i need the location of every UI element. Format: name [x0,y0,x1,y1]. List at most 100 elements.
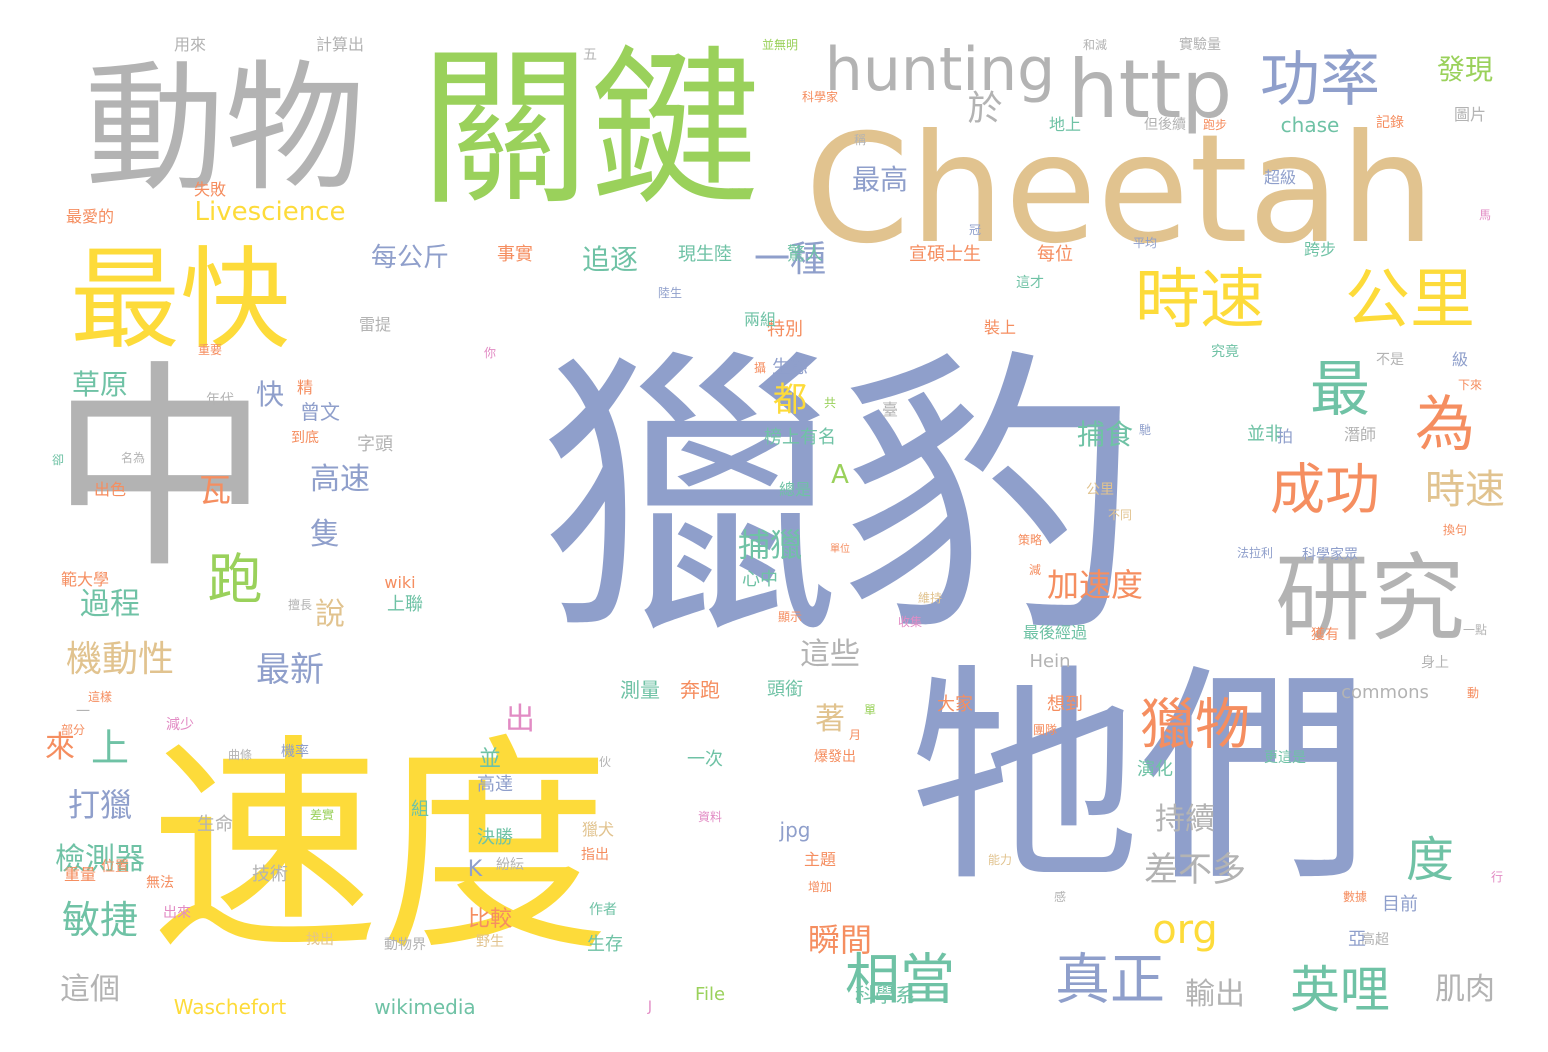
word-79d1-5b78-5bb6-773e: 科學家眾 [1302,547,1358,563]
word-904e-7a0b: 過程 [80,587,140,622]
word-767c-73fe: 發現 [1436,53,1494,86]
word-8de8-6b65: 跨步 [1303,240,1337,259]
word-hunting: hunting [824,35,1056,105]
word-6aa2-6e2c-5668: 檢測器 [55,842,145,877]
word-4e9e: 亞 [1348,929,1366,950]
word-8a08-7b97-51fa: 計算出 [315,35,365,54]
word-4e2d: 中 [49,342,271,598]
word-91cd-91cf: 重量 [63,865,97,884]
word-7a76-7adf: 究竟 [1211,344,1239,360]
word-95dc-9375: 關鍵 [419,31,761,229]
word-699c-4e0a-6709-540d: 榜上有名 [764,427,836,448]
word-9019-624d: 這才 [1016,275,1044,291]
word-99b3: 馳 [1138,423,1152,437]
word-91cd-8981: 重要 [197,343,223,357]
word-5ea6: 度 [1405,832,1455,888]
word-4e26: 並 [478,747,502,772]
word-52d5-7269-754c: 動物界 [384,937,426,953]
word-808c-8089: 肌肉 [1435,972,1495,1007]
word-88dd-4e0a: 裝上 [983,318,1017,337]
word-589e-52a0: 增加 [807,880,833,894]
word-8dd1-6b65: 跑步 [1202,118,1228,132]
word-4e26-7121-660e: 並無明 [761,38,799,52]
word-96f7-63d0: 雷提 [358,315,392,334]
word-52d5: 動 [1466,686,1480,700]
word-5927-5bb6: 大家 [937,694,973,715]
word-5730-4e0a: 地上 [1048,115,1082,134]
word-5ba3-78a9-58eb-751f: 宣碩士生 [909,244,981,265]
word-6280-8853: 技術 [252,864,288,885]
word-81fa: 臺 [881,400,899,419]
word-6307-51fa: 指出 [581,847,609,863]
word-751f-614b: 生態 [772,357,808,378]
word-7d1a: 級 [1451,350,1469,369]
word-9019-6a23: 這樣 [87,690,113,704]
word-771f-6b63: 真正 [1054,947,1166,1012]
word-5169-7d44: 兩組 [743,310,777,329]
word-65bc: 於 [967,89,1003,130]
word-66f2-689d: 曲條 [227,748,253,762]
word-5fc3-4e2d: 心中 [742,569,778,590]
word-884c: 行 [1490,870,1504,884]
word-7a31: 稱 [853,133,867,147]
word-4f86: 來 [45,730,75,765]
word-wikimedia: wikimedia [374,995,476,1019]
word-8f38-51fa: 輸出 [1185,977,1245,1012]
word-4e0d-540c: 不同 [1107,508,1133,522]
word-8aaa: 說 [315,597,345,632]
word-7e3d-662f: 總是 [778,480,812,499]
word-j: J [647,999,653,1015]
word-751f-5b58: 生存 [587,934,623,955]
word-9ad8-9054: 高達 [477,774,513,795]
word-http: http [1067,43,1233,136]
word-537b: 卻 [51,453,65,467]
word-5718-968a: 團隊 [1032,723,1058,737]
word-9678-751f: 陸生 [657,286,683,300]
word-66fe-6587: 曾文 [300,400,340,424]
word-99ac: 馬 [1478,208,1492,222]
word-516c-91cc: 公里 [1086,482,1114,498]
word-76f8-7576: 相當 [844,947,956,1012]
word-6708: 月 [848,728,862,742]
word-6355-98df: 捕食 [1076,418,1134,451]
word-6253-7375: 打獵 [67,786,133,824]
word-982d-929c: 頭銜 [767,679,803,700]
word-4e8b-5be6: 事實 [497,244,533,265]
word-a: A [831,460,849,490]
word-52d5-7269: 動物 [84,48,366,211]
word-548c-6e1b: 和減 [1082,38,1108,52]
word-51fa-8272: 出色 [93,480,127,499]
word-4f46-5f8c-7e8c: 但後續 [1144,117,1186,133]
word-7375-72ac: 獵犬 [581,820,615,839]
word-7372-6709: 獲有 [1311,627,1339,643]
word-901f-5ea6: 速度 [149,716,611,983]
word-9ad8-901f: 高速 [310,462,370,497]
word-4e0a: 上 [90,726,130,770]
word-commons: commons [1341,682,1429,703]
word-70ba: 為 [1415,390,1475,460]
word-60f3-5230: 想到 [1047,694,1083,715]
word-8d85-7d1a: 超級 [1263,168,1297,187]
word-6c7a-52dd: 決勝 [477,827,513,848]
word-4e00: 一 [76,704,90,720]
word-file: File [694,984,726,1005]
word-6210-529f: 成功 [1269,457,1381,522]
word-7d1b-7d1c: 紛紜 [496,857,524,873]
word-7bc4-5927-5b78: 範大學 [60,570,110,589]
word-611f: 感 [1053,890,1067,904]
word-wiki: wiki [384,573,416,592]
word-5931-6557: 失敗 [193,180,227,199]
word-51fa: 出 [505,702,535,737]
word-8a18-9304: 記錄 [1376,115,1404,131]
word-51fa-4f86: 出來 [163,905,191,921]
word-8cc7-6599: 資料 [697,810,723,824]
word-55ae: 單 [863,703,877,717]
word-6a5f-7387: 機率 [281,744,309,760]
word-6700-611b-7684: 最愛的 [65,207,115,226]
word-4f19: 伙 [598,755,612,769]
word-5230-5e95: 到底 [291,430,319,446]
word-5954-8dd1: 奔跑 [680,678,720,702]
word-8eab-4e0a: 身上 [1421,655,1449,671]
word-cheetah: Cheetah [804,103,1436,277]
word-4e0b-4f86: 下來 [1457,378,1483,392]
